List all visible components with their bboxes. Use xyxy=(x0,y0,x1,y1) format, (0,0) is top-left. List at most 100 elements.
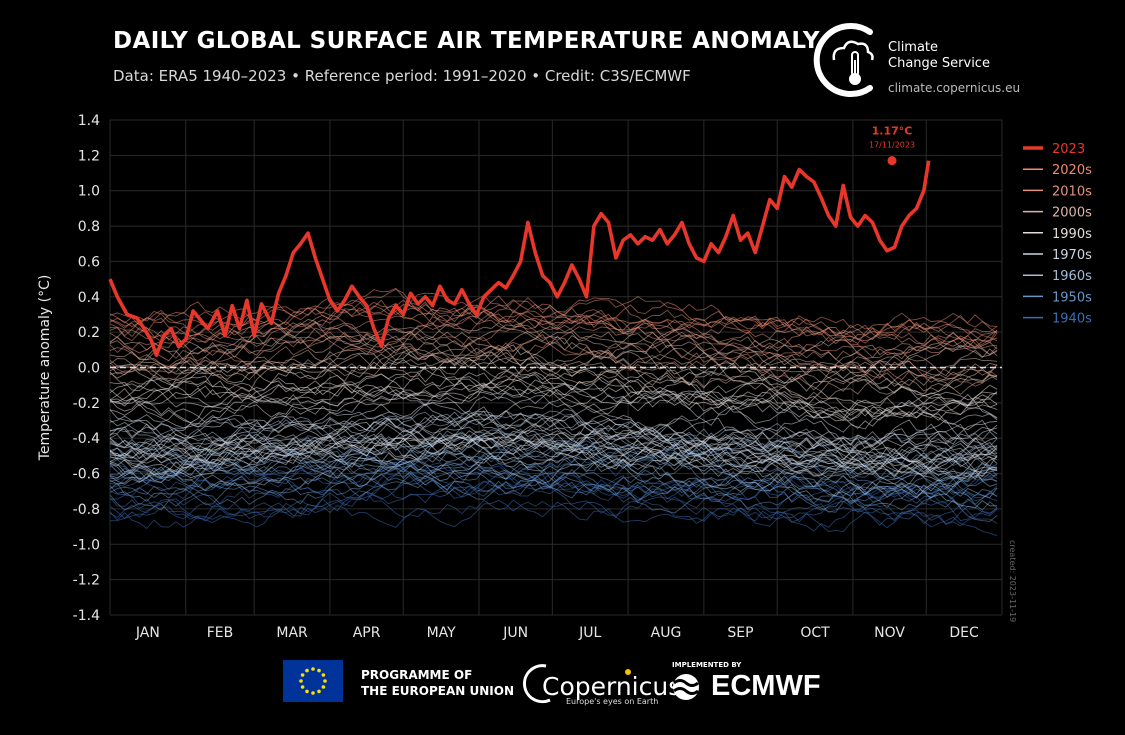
decade-line-2000s-3 xyxy=(109,344,998,401)
y-tick-label-5: 0.4 xyxy=(78,290,100,306)
implemented-by-label: IMPLEMENTED BY xyxy=(672,661,742,669)
decade-line-2010s-2 xyxy=(109,299,998,347)
decade-lines xyxy=(109,287,998,537)
decade-line-2010s-9 xyxy=(109,299,998,349)
x-tick-label-sep: SEP xyxy=(727,625,753,641)
x-tick-label-may: MAY xyxy=(427,625,457,641)
decade-line-1960s-7 xyxy=(109,457,998,509)
series-2023-line xyxy=(108,160,931,357)
decade-line-1970s-18 xyxy=(109,408,998,461)
y-tick-label-9: -0.4 xyxy=(73,431,100,447)
copernicus-swirl-icon xyxy=(523,664,631,704)
legend-label-2010s: 2010s xyxy=(1052,184,1092,199)
max-annotation-value: 1.17°C xyxy=(872,125,913,138)
decade-line-2010s-0 xyxy=(109,311,998,360)
decade-line-1990s-8 xyxy=(109,378,998,424)
decade-line-2000s-6 xyxy=(109,347,998,392)
x-tick-label-jun: JUN xyxy=(502,625,528,641)
max-annotation-date: 17/11/2023 xyxy=(869,141,915,150)
y-tick-label-13: -1.2 xyxy=(73,573,100,589)
decade-line-1990s-7 xyxy=(109,368,998,420)
legend-label-1960s: 1960s xyxy=(1052,269,1092,284)
decade-line-1950s-4 xyxy=(109,449,998,488)
legend-label-2020s: 2020s xyxy=(1052,163,1092,178)
decade-line-1950s-1 xyxy=(109,471,998,522)
x-tick-label-mar: MAR xyxy=(276,625,308,641)
decade-line-1940s-6 xyxy=(109,490,998,533)
x-axis-ticks: JAN FEB MAR APR MAY JUN JUL AUG SEP OCT NOV DEC xyxy=(135,625,979,641)
legend-label-1990s: 1990s xyxy=(1052,227,1092,242)
c3s-url[interactable]: climate.copernicus.eu xyxy=(888,81,1021,95)
x-tick-label-oct: OCT xyxy=(800,625,830,641)
decade-line-1970s-19 xyxy=(109,434,998,468)
ecmwf-wordmark: ECMWF xyxy=(711,670,821,702)
decade-line-1970s-7 xyxy=(109,410,998,452)
decade-line-1950s-9 xyxy=(109,473,998,511)
decade-line-2020s-1 xyxy=(109,295,998,334)
c3s-name-line1: Climate xyxy=(888,40,939,55)
legend-label-1940s: 1940s xyxy=(1052,312,1092,327)
temperature-anomaly-chart: 1.17°C 17/11/2023 1.4 1.2 1.0 0.8 0.6 0.4 0.2 0… xyxy=(37,113,1092,641)
x-tick-label-jan: JAN xyxy=(135,625,160,641)
decade-line-1960s-1 xyxy=(109,455,998,502)
y-axis-ticks: 1.4 1.2 1.0 0.8 0.6 0.4 0.2 0.0 -0.2 -0.4 -0.6 -0.8… xyxy=(73,113,100,624)
chart-subtitle: Data: ERA5 1940–2023 • Reference period:… xyxy=(113,67,691,85)
x-tick-label-dec: DEC xyxy=(949,625,979,641)
legend-label-1950s: 1950s xyxy=(1052,290,1092,305)
chart-title: DAILY GLOBAL SURFACE AIR TEMPERATURE ANO… xyxy=(113,28,820,54)
y-tick-label-4: 0.6 xyxy=(78,254,100,270)
legend-label-2000s: 2000s xyxy=(1052,206,1092,221)
decade-line-2000s-5 xyxy=(109,322,998,373)
y-tick-label-8: -0.2 xyxy=(73,396,100,412)
decade-line-2010s-5 xyxy=(109,312,998,360)
eu-flag-icon xyxy=(283,660,343,702)
eu-programme-line1: PROGRAMME OF xyxy=(361,668,473,682)
x-tick-label-nov: NOV xyxy=(874,625,905,641)
decade-line-1940s-4 xyxy=(109,472,998,520)
legend-label-2023: 2023 xyxy=(1052,142,1085,157)
decade-line-2000s-9 xyxy=(109,335,998,384)
x-tick-label-apr: APR xyxy=(353,625,381,641)
decade-line-1990s-9 xyxy=(109,357,998,397)
decade-line-1960s-8 xyxy=(109,415,998,468)
y-tick-label-3: 0.8 xyxy=(78,219,100,235)
gridlines xyxy=(109,119,1003,616)
x-tick-label-aug: AUG xyxy=(651,625,682,641)
y-tick-label-1: 1.2 xyxy=(78,148,100,164)
decade-line-1940s-5 xyxy=(109,442,998,496)
c3s-name-line2: Change Service xyxy=(888,56,990,71)
decade-line-1950s-7 xyxy=(109,451,998,498)
decade-line-2010s-8 xyxy=(109,323,998,360)
legend-label-1970s: 1970s xyxy=(1052,248,1092,263)
decade-line-1950s-5 xyxy=(109,452,998,497)
decade-line-1970s-1 xyxy=(109,401,998,445)
y-tick-label-14: -1.4 xyxy=(73,608,100,624)
x-tick-label-jul: JUL xyxy=(578,625,601,641)
created-date-note: created: 2023-11-19 xyxy=(1008,540,1017,622)
max-annotation-marker xyxy=(887,156,897,166)
y-tick-label-11: -0.8 xyxy=(73,502,100,518)
decade-line-1970s-10 xyxy=(109,430,998,473)
decade-line-1990s-1 xyxy=(109,379,998,429)
copernicus-tagline: Europe's eyes on Earth xyxy=(566,697,659,706)
decade-line-2010s-4 xyxy=(109,334,998,387)
c3s-thermometer-icon xyxy=(813,23,874,97)
decade-line-1960s-4 xyxy=(109,443,998,499)
y-tick-label-6: 0.2 xyxy=(78,325,100,341)
y-tick-label-7: 0.0 xyxy=(78,361,100,377)
decade-line-1990s-3 xyxy=(109,376,998,417)
decade-line-1990s-5 xyxy=(109,381,998,422)
decade-line-1970s-6 xyxy=(109,424,998,467)
decade-line-1970s-17 xyxy=(109,394,998,447)
decade-line-2000s-1 xyxy=(109,342,998,381)
decade-line-1990s-6 xyxy=(109,365,998,421)
y-tick-label-0: 1.4 xyxy=(78,113,100,129)
decade-line-2010s-7 xyxy=(109,322,998,379)
ecmwf-waves-icon xyxy=(673,674,699,700)
decade-line-1970s-16 xyxy=(109,382,998,433)
decade-line-1950s-0 xyxy=(109,439,998,488)
decade-line-1970s-12 xyxy=(109,417,998,451)
decade-line-1940s-0 xyxy=(109,462,998,503)
x-tick-label-feb: FEB xyxy=(207,625,234,641)
y-tick-label-12: -1.0 xyxy=(73,537,100,553)
